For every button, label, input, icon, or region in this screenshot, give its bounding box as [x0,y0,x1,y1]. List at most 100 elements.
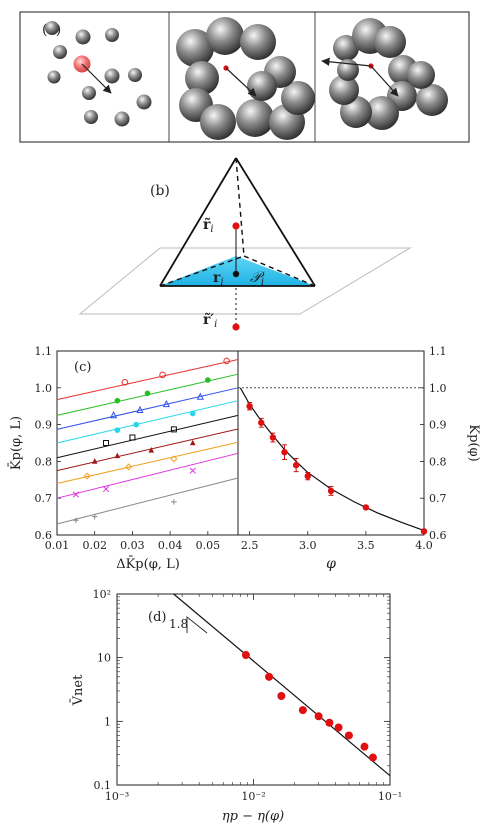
cage-particle-b-10 [329,75,359,105]
label-r-tilde-prime: r̃′i [203,311,217,330]
c-left-ytick-1: 0.7 [35,492,53,505]
c-left-point-9-2 [91,513,98,520]
c-left-fit-line-9 [56,477,239,525]
c-left-fit-line-1 [56,358,239,401]
d-point-5 [314,712,323,721]
d-ytick-3: 10² [93,588,111,601]
c-right-point-5 [292,461,300,469]
slope-triangle [186,616,208,634]
label-r: ri [213,270,224,288]
d-point-3 [277,691,286,700]
panel-d-label: (d) [148,610,166,625]
cage-particle-b-7 [407,61,435,89]
particle-10 [84,110,98,124]
c-left-point-4-3 [189,410,196,417]
d-ytick-1: 1 [104,715,111,728]
d-xtick-1: 10⁻² [241,790,265,803]
d-xtick-0: 10⁻³ [105,790,129,803]
particle-6 [82,86,96,100]
c-right-point-2 [258,419,265,426]
edge-back-left [159,255,245,287]
c-right-fit-curve [239,387,425,532]
c-left-point-7-1 [83,472,91,480]
c-left-point-5-2 [129,434,136,441]
c-left-fit-line-6 [56,428,239,472]
c-left-xtick-0: 0.01 [45,539,70,552]
c-right-ytick-2: 0.8 [429,455,447,468]
d-point-6 [325,718,334,727]
c-right-point-4 [281,449,288,456]
velocity-arrow-3a [321,57,372,67]
c-right-point-1 [246,403,253,410]
cage-particle-b-8 [365,96,399,130]
c-right-xtick-0: 2.5 [241,539,259,552]
d-point-8 [344,731,353,740]
c-left-point-3-4 [196,392,204,400]
c-left-xtick-4: 0.05 [196,539,221,552]
c-left-point-6-2 [114,452,121,459]
c-right-point-9 [420,528,428,535]
particle-11 [114,111,130,127]
particle-1 [45,21,59,35]
panel-b-label: (b) [150,183,170,199]
d-point-7 [334,723,343,732]
panel-a-frame [19,11,470,143]
cage-particle-9 [281,81,315,115]
c-left-ytick-2: 0.8 [35,455,53,468]
c-right-xtick-3: 4.0 [415,539,433,552]
c-right-ytick-1: 0.7 [429,492,447,505]
c-left-point-7-2 [125,463,133,471]
edge-back [235,157,245,257]
velocity-arrow-2 [225,67,257,97]
c-left-xtick-2: 0.03 [120,539,145,552]
cage-particle-b-1 [333,35,359,61]
c-left-fit-line-8 [56,452,239,499]
panel-b: (b) r̃i ri 𝒫i r̃′i [78,157,412,331]
point-r-tilde [232,222,240,230]
point-r-tilde-prime [232,323,240,331]
d-ylabel: V̄net [70,674,86,706]
c-left-point-4-2 [133,421,139,428]
label-r-tilde: r̃i [203,216,214,235]
c-left-ytick-4: 1.0 [35,382,53,395]
cage-particle-1 [176,29,214,67]
point-r [232,270,240,278]
cage-particle-3 [240,24,276,60]
particle-3 [105,28,119,42]
d-ytick-0: 0.1 [94,779,112,792]
c-left-point-3-2 [136,405,144,414]
c-left-point-2-3 [205,377,211,383]
d-point-10 [368,753,377,762]
c-right-xtick-2: 3.5 [357,539,375,552]
cage-particle-7 [236,99,274,137]
c-left-xtick-1: 0.02 [82,539,107,552]
panel-c-left-axes [56,350,239,536]
c-right-ytick-4: 1.0 [429,382,447,395]
c-right-ytick-5: 1.1 [429,345,447,358]
c-right-ytick-3: 0.9 [429,419,447,432]
c-left-point-4-1 [114,427,121,433]
c-left-xtick-3: 0.04 [158,539,183,552]
plane [78,247,412,315]
cage-particle-b-3 [374,26,406,58]
c-left-point-8-1 [72,491,80,498]
c-right-xtick-1: 3.0 [299,539,317,552]
cage-particle-4 [185,61,219,95]
particle-7 [104,68,120,84]
particle-9 [136,94,152,110]
panel-c: (c) 0.01 0.02 0.03 0.04 0.05 0.6 0.7 0.8 0.9 1.0 1… [8,345,481,572]
particle-8 [128,68,142,82]
c-right-xlabel: φ [326,556,336,572]
c-left-point-2-2 [144,390,151,397]
c-left-fit-line-3 [56,387,239,430]
c-left-point-8-3 [189,467,196,474]
cage-particle-b-6 [416,84,448,116]
c-right-ylabel: Kp(φ) [466,424,481,461]
edge-left [159,157,237,287]
c-left-point-5-1 [103,440,110,446]
d-point-1 [241,651,250,660]
particle-5 [47,70,61,84]
edge-back-right [243,255,316,287]
